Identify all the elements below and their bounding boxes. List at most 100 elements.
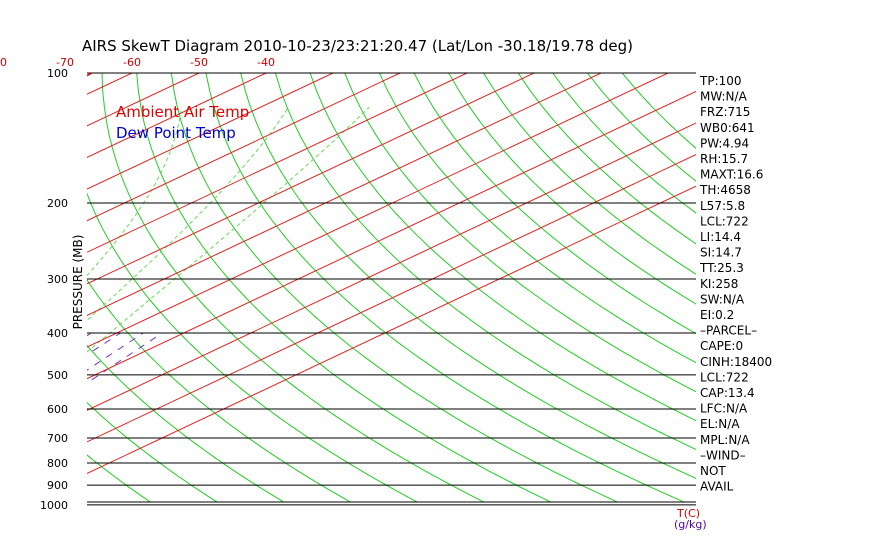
mixing-ratio-line xyxy=(87,332,92,337)
stat-item: CAP:13.4 xyxy=(700,386,755,400)
moist-adiabats xyxy=(0,106,370,514)
moist-adiabat-line xyxy=(87,106,370,353)
isotherm-line xyxy=(87,73,401,222)
stat-item: –WIND– xyxy=(700,448,746,462)
isotherm-line xyxy=(87,73,334,190)
dry-adiabat-line xyxy=(87,401,218,502)
pressure-tick-label: 500 xyxy=(47,369,68,382)
isotherm-line xyxy=(0,73,65,514)
stat-item: EL:N/A xyxy=(700,417,740,431)
temp-unit-label: T(C) xyxy=(676,507,700,520)
pressure-tick-label: 1000 xyxy=(40,499,68,512)
top-temp-tick-label: -70 xyxy=(56,56,74,69)
isotherm-line xyxy=(87,73,468,253)
dry-adiabat-line xyxy=(170,73,619,502)
dry-adiabat-line xyxy=(344,73,696,393)
stat-item: RH:15.7 xyxy=(700,152,748,166)
stat-item: FRZ:715 xyxy=(700,105,750,119)
dry-adiabat-line xyxy=(101,73,485,502)
top-temp-tick-label: -40 xyxy=(257,56,275,69)
stat-item: WB0:641 xyxy=(700,121,755,135)
stat-item: CAPE:0 xyxy=(700,339,743,353)
dry-adiabat-line xyxy=(87,344,285,502)
dry-adiabat-line xyxy=(448,73,696,305)
dry-adiabats xyxy=(0,73,696,514)
moist-adiabat-line xyxy=(0,107,70,514)
stat-item: LI:14.4 xyxy=(700,230,741,244)
mixing-ratio-lines xyxy=(0,332,163,514)
dry-adiabat-line xyxy=(205,73,686,502)
dry-adiabat-line xyxy=(413,73,696,335)
stat-item: MPL:N/A xyxy=(700,433,750,447)
moist-adiabat-line xyxy=(87,106,289,321)
legend: Ambient Air Temp Dew Point Temp xyxy=(116,103,249,142)
legend-dew-point: Dew Point Temp xyxy=(116,124,236,142)
stat-item: LCL:722 xyxy=(700,370,749,384)
pressure-tick-label: 100 xyxy=(47,67,68,80)
stat-item: EI:0.2 xyxy=(700,308,734,322)
pressure-tick-label: 700 xyxy=(47,432,68,445)
stat-item: NOT xyxy=(700,464,726,478)
stat-item: AVAIL xyxy=(700,480,734,494)
mixing-ratio-line xyxy=(0,333,3,514)
stat-item: L57:5.8 xyxy=(700,199,745,213)
stat-item: CINH:18400 xyxy=(700,355,772,369)
chart-title: AIRS SkewT Diagram 2010-10-23/23:21:20.4… xyxy=(82,37,633,55)
dry-adiabat-line xyxy=(0,73,100,514)
stat-item: PW:4.94 xyxy=(700,136,749,150)
stat-item: MW:N/A xyxy=(700,90,748,104)
dry-adiabat-line xyxy=(87,454,152,502)
stat-item: TP:100 xyxy=(699,74,742,88)
stat-item: TH:4658 xyxy=(699,183,751,197)
isobars xyxy=(87,72,696,506)
pressure-tick-label: 600 xyxy=(47,403,68,416)
isotherm-line xyxy=(87,73,267,158)
mixing-ratio-line xyxy=(87,332,144,371)
stat-item: SI:14.7 xyxy=(700,246,742,260)
axis-ticks: 1002003004005006007008009001000-50-40-30… xyxy=(0,56,275,512)
dry-adiabat-line xyxy=(517,73,696,245)
dry-adiabat-line xyxy=(87,279,352,502)
isotherm-line xyxy=(87,73,535,285)
mixing-unit-label: (g/kg) xyxy=(674,518,707,531)
dry-adiabat-line xyxy=(483,73,696,275)
dry-adiabat-line xyxy=(0,73,32,514)
isotherm-line xyxy=(87,73,133,95)
dry-adiabat-line xyxy=(240,73,696,479)
isotherms xyxy=(0,73,696,514)
isotherm-line xyxy=(87,185,696,475)
isotherm-line xyxy=(87,73,669,348)
dry-adiabat-line xyxy=(87,192,419,502)
dry-adiabat-line xyxy=(378,73,696,364)
dry-adiabat-line xyxy=(136,73,552,502)
top-temp-tick-label: -50 xyxy=(190,56,208,69)
stat-item: LFC:N/A xyxy=(700,402,748,416)
stat-item: KI:258 xyxy=(700,277,738,291)
mixing-ratio-line xyxy=(87,332,163,384)
pressure-tick-label: 300 xyxy=(47,273,68,286)
stat-item: –PARCEL– xyxy=(700,324,757,338)
mixing-ratio-line xyxy=(0,333,51,514)
moist-adiabat-line xyxy=(87,107,183,277)
stat-item: MAXT:16.6 xyxy=(700,168,763,182)
pressure-tick-label: 400 xyxy=(47,327,68,340)
top-temp-tick-label: -60 xyxy=(123,56,141,69)
dry-adiabat-line xyxy=(309,73,696,422)
dry-adiabat-line xyxy=(274,73,696,451)
mixing-ratio-line xyxy=(0,333,24,514)
isotherm-line xyxy=(87,90,696,380)
pressure-tick-label: 900 xyxy=(47,479,68,492)
isotherm-line xyxy=(87,154,696,443)
stat-item: TT:25.3 xyxy=(699,261,744,275)
pressure-tick-label: 200 xyxy=(47,197,68,210)
pressure-tick-label: 800 xyxy=(47,457,68,470)
isotherm-line xyxy=(87,122,696,411)
top-temp-tick-label: -80 xyxy=(0,56,7,69)
y-axis-label: PRESSURE (MB) xyxy=(71,235,85,330)
stat-item: SW:N/A xyxy=(700,292,745,306)
legend-air-temp: Ambient Air Temp xyxy=(116,103,249,121)
isotherm-line xyxy=(87,73,602,317)
stat-item: LCL:722 xyxy=(700,214,749,228)
